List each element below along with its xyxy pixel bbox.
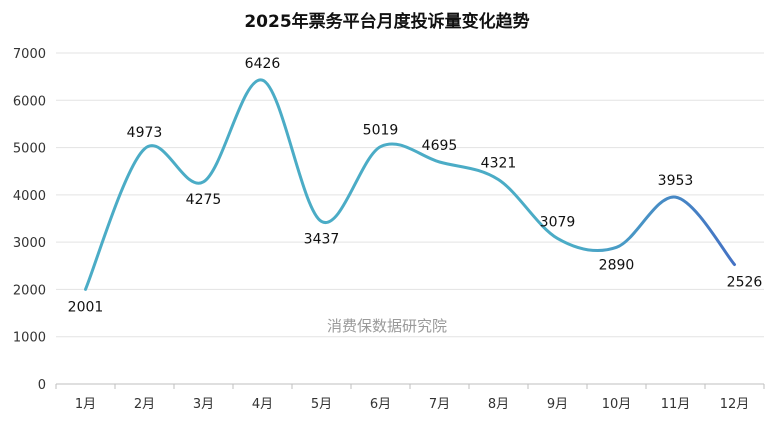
- y-tick-label: 3000: [13, 236, 46, 251]
- x-tick-label: 4月: [252, 397, 273, 412]
- x-tick-label: 5月: [311, 397, 332, 412]
- watermark-text: 消费保数据研究院: [327, 317, 447, 335]
- data-point-9月: [556, 237, 559, 240]
- data-labels: 2001 4973 4275 6426 3437 5019 4695 4321 3079 2890…: [68, 56, 763, 315]
- data-point-1月: [84, 288, 87, 291]
- x-tick-label: 8月: [488, 397, 509, 412]
- data-label-12月: 2526: [727, 275, 763, 291]
- x-tick-label: 6月: [370, 397, 391, 412]
- data-label-3月: 4275: [186, 192, 222, 208]
- x-tick-label: 7月: [429, 397, 450, 412]
- data-point-2月: [143, 147, 146, 150]
- y-tick-label: 6000: [13, 94, 46, 109]
- y-tick-label: 4000: [13, 189, 46, 204]
- series-line: [84, 78, 736, 291]
- data-point-3月: [202, 180, 205, 183]
- data-label-11月: 3953: [658, 173, 694, 189]
- grid-lines: [56, 52, 764, 338]
- axes: 0 1000 2000 3000 4000 5000 6000 7000 1月 2月 3月 4月 5月 6…: [13, 47, 765, 412]
- x-tick-label: 11月: [661, 397, 691, 412]
- y-tick-label: 2000: [13, 283, 46, 298]
- data-label-4月: 6426: [245, 56, 281, 72]
- data-point-8月: [497, 178, 500, 181]
- x-tick-label: 10月: [602, 397, 632, 412]
- chart-title: 2025年票务平台月度投诉量变化趋势: [244, 11, 529, 32]
- data-point-6月: [379, 145, 382, 148]
- y-tick-label: 0: [38, 378, 46, 393]
- data-point-7月: [438, 160, 441, 163]
- y-tick-label: 7000: [13, 47, 46, 62]
- data-label-1月: 2001: [68, 299, 104, 315]
- data-label-6月: 5019: [363, 123, 399, 139]
- x-tick-label: 12月: [720, 397, 750, 412]
- series-layer: [84, 78, 736, 291]
- data-label-7月: 4695: [422, 138, 458, 154]
- x-tick-label: 3月: [193, 397, 214, 412]
- x-tick-label: 1月: [75, 397, 96, 412]
- data-point-12月: [733, 263, 736, 266]
- y-tick-label: 5000: [13, 142, 46, 157]
- data-label-5月: 3437: [304, 231, 340, 247]
- data-point-10月: [615, 246, 618, 249]
- data-point-5月: [320, 220, 323, 223]
- x-tick-label: 2月: [134, 397, 155, 412]
- data-label-10月: 2890: [599, 257, 635, 273]
- data-point-4月: [261, 79, 264, 82]
- data-point-11月: [674, 196, 677, 199]
- x-tick-label: 9月: [547, 397, 568, 412]
- y-tick-label: 1000: [13, 331, 46, 346]
- data-label-9月: 3079: [540, 214, 576, 230]
- data-label-2月: 4973: [127, 125, 163, 141]
- data-label-8月: 4321: [481, 156, 517, 172]
